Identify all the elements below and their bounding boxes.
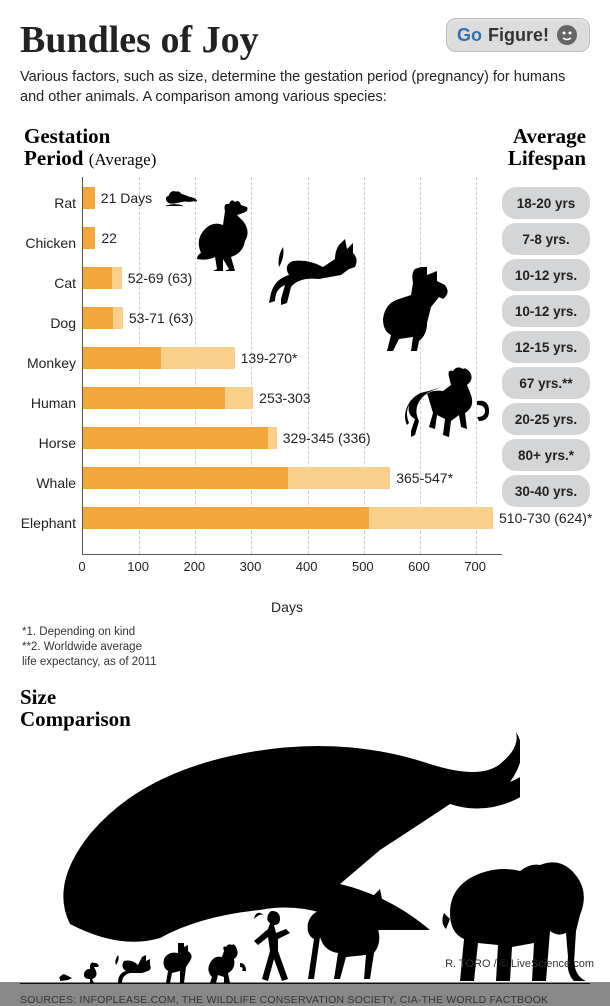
footnotes: *1. Depending on kind **2. Worldwide ave… [22, 625, 590, 670]
chicken-silhouette [193, 199, 263, 275]
section-headers: Gestation Period (Average) Average Lifes… [20, 125, 590, 169]
lifespan-badge: 20-25 yrs. [502, 403, 590, 435]
species-label: Monkey [20, 343, 82, 383]
bar-low [83, 387, 225, 409]
bar-value-label: 53-71 (63) [129, 307, 194, 329]
lifespan-badge: 80+ yrs.* [502, 439, 590, 471]
badge-go: Go [457, 25, 482, 46]
bar-row: 510-730 (624)* [83, 497, 502, 537]
bar-value-label: 22 [101, 227, 117, 249]
x-axis-label: Days [82, 599, 492, 615]
lifespan-column: 18-20 yrs 7-8 yrs. 10-12 yrs. 10-12 yrs. 12-… [502, 177, 590, 555]
chicken-small-silhouette [82, 961, 100, 983]
gestation-heading: Gestation Period (Average) [24, 125, 156, 169]
x-tick: 300 [240, 559, 262, 574]
bar-low [83, 347, 161, 369]
bar-row: 21 Days [83, 177, 502, 217]
lifespan-badge: 7-8 yrs. [502, 223, 590, 255]
lifespan-badge: 18-20 yrs [502, 187, 590, 219]
bar-low [83, 467, 288, 489]
cat-small-silhouette [114, 955, 152, 983]
bar-value-label: 52-69 (63) [128, 267, 193, 289]
species-label: Chicken [20, 223, 82, 263]
species-label: Dog [20, 303, 82, 343]
species-label: Horse [20, 423, 82, 463]
plot-area: 21 Days 22 52-69 (63) 53-71 (63) 139-270* 253… [82, 177, 502, 555]
bar-value-label: 139-270* [241, 347, 298, 369]
dog-silhouette [369, 267, 449, 353]
bar-low [83, 227, 95, 249]
dog-small-silhouette [158, 943, 194, 983]
lifespan-badge: 67 yrs.** [502, 367, 590, 399]
bar-value-label: 329-345 (336) [283, 427, 371, 449]
species-label: Elephant [20, 503, 82, 543]
monkey-small-silhouette [206, 943, 246, 983]
bar-value-label: 365-547* [396, 467, 453, 489]
x-tick: 500 [352, 559, 374, 574]
gofigure-badge: Go Figure! [446, 18, 590, 52]
x-axis: 0100200300400500600700 [82, 555, 492, 575]
gestation-chart: RatChickenCatDogMonkeyHumanHorseWhaleEle… [20, 177, 590, 555]
x-tick: 100 [127, 559, 149, 574]
lifespan-badge: 10-12 yrs. [502, 259, 590, 291]
bar-low [83, 507, 369, 529]
page-title: Bundles of Joy [20, 18, 259, 62]
lifespan-heading: Average Lifespan [508, 125, 586, 169]
lifespan-badge: 30-40 yrs. [502, 475, 590, 507]
bar-low [83, 267, 112, 289]
bar-low [83, 307, 113, 329]
species-label: Whale [20, 463, 82, 503]
lifespan-badge: 12-15 yrs. [502, 331, 590, 363]
x-tick: 600 [408, 559, 430, 574]
x-tick: 400 [296, 559, 318, 574]
header-row: Bundles of Joy Go Figure! [20, 18, 590, 62]
lifespan-badge: 10-12 yrs. [502, 295, 590, 327]
x-tick: 700 [464, 559, 486, 574]
credit: R. TORO / © LiveScience.com [445, 958, 594, 970]
x-tick: 0 [78, 559, 85, 574]
cat-silhouette [269, 239, 359, 315]
bar-low [83, 187, 95, 209]
species-label: Human [20, 383, 82, 423]
human-silhouette [254, 911, 294, 983]
x-tick: 200 [183, 559, 205, 574]
subtitle: Various factors, such as size, determine… [20, 68, 590, 107]
species-labels-column: RatChickenCatDogMonkeyHumanHorseWhaleEle… [20, 177, 82, 555]
bar-low [83, 427, 268, 449]
monkey-silhouette [405, 365, 491, 447]
bar-value-label: 510-730 (624)* [499, 507, 592, 529]
badge-icon [555, 23, 579, 47]
bar-row: 365-547* [83, 457, 502, 497]
horse-silhouette [296, 889, 396, 983]
species-label: Cat [20, 263, 82, 303]
bar-value-label: 21 Days [101, 187, 152, 209]
badge-figure: Figure! [488, 25, 549, 46]
infographic-page: Bundles of Joy Go Figure! Various factors… [0, 0, 610, 982]
species-label: Rat [20, 183, 82, 223]
size-comparison-area [20, 724, 590, 984]
bar-value-label: 253-303 [259, 387, 310, 409]
sources: SOURCES: INFOPLEASE.COM, THE WILDLIFE CO… [20, 994, 590, 1006]
